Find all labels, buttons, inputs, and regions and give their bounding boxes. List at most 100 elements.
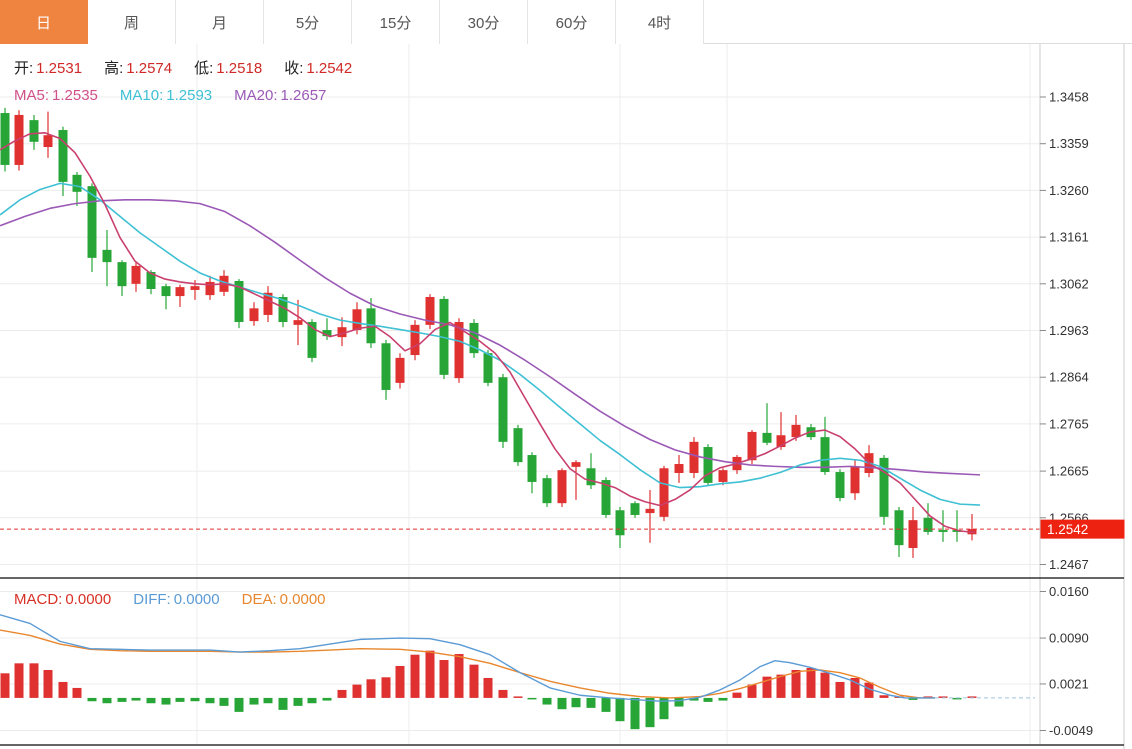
candle-body: [747, 431, 757, 461]
candle-body: [498, 377, 508, 442]
y-axis-label: 0.0160: [1049, 584, 1089, 599]
tab-30分[interactable]: 30分: [440, 0, 528, 44]
price-tag-value: 1.2542: [1047, 522, 1088, 537]
macd-bar: [645, 697, 655, 728]
macd-bar: [513, 696, 523, 698]
candle-body: [263, 292, 273, 315]
candle-body: [175, 287, 185, 297]
candle-body: [43, 135, 53, 148]
macd-bar: [967, 696, 977, 698]
candle-body: [938, 530, 948, 532]
tab-5分[interactable]: 5分: [264, 0, 352, 44]
y-axis-label: 1.2963: [1049, 323, 1089, 338]
candle-body: [689, 441, 699, 473]
candle-body: [234, 280, 244, 323]
candle-body: [249, 308, 259, 322]
candle-body: [58, 130, 68, 182]
macd-bar: [615, 697, 625, 722]
macd-bar: [879, 695, 889, 698]
candle-body: [776, 435, 786, 448]
grid: [0, 44, 1040, 745]
diff-line: [0, 614, 935, 702]
macd-bar: [293, 697, 303, 706]
candle-body: [205, 281, 215, 296]
macd-bar: [952, 697, 962, 700]
macd-legend: MACD: 0.0000 DIFF: 0.0000 DEA: 0.0000: [14, 591, 326, 608]
ma-legend: MA5: 1.2535 MA10: 1.2593 MA20: 1.2657: [14, 87, 326, 104]
macd-bar: [850, 677, 860, 698]
macd-bar: [747, 684, 757, 698]
macd-bar: [820, 672, 830, 698]
candle-body: [557, 470, 567, 504]
candle-body: [835, 472, 845, 498]
tab-4时[interactable]: 4时: [616, 0, 704, 44]
macd-bar: [146, 697, 156, 704]
macd-bar: [410, 654, 420, 698]
macd-bar: [732, 692, 742, 698]
candle-body: [879, 457, 889, 517]
candle-body: [293, 320, 303, 325]
macd-bar: [439, 660, 449, 698]
candle-body: [102, 249, 112, 263]
macd-bar: [249, 697, 259, 705]
candle-body: [542, 478, 552, 504]
candle-body: [513, 428, 523, 463]
candle-body: [586, 468, 596, 486]
candle-body: [0, 113, 10, 165]
macd-bar: [762, 676, 772, 698]
main-y-axis: 1.3458 1.3359 1.3260 1.3161 1.3062 1.2963 1.28…: [1040, 90, 1089, 572]
candle-body: [381, 343, 391, 390]
tab-月[interactable]: 月: [176, 0, 264, 44]
candle-body: [352, 309, 362, 331]
tab-周[interactable]: 周: [88, 0, 176, 44]
macd-bar: [72, 687, 82, 698]
candle-body: [571, 462, 581, 467]
macd-bar: [469, 664, 479, 698]
candle-body: [190, 286, 200, 290]
candle-body: [527, 455, 537, 482]
dea-line: [0, 629, 935, 699]
macd-bar: [776, 674, 786, 698]
candle-body: [278, 297, 288, 323]
candle-body: [645, 508, 655, 514]
candle-body: [146, 272, 156, 290]
candle-body: [161, 286, 171, 297]
candle-body: [29, 120, 39, 142]
macd-bar: [14, 663, 24, 698]
macd-bar: [175, 697, 185, 702]
macd-bar: [806, 667, 816, 698]
macd-bar: [542, 697, 552, 705]
macd-bar: [366, 679, 376, 698]
macd-histogram: [0, 650, 977, 730]
macd-bar: [454, 654, 464, 698]
macd-bar: [352, 684, 362, 698]
macd-bar: [58, 681, 68, 698]
tab-60分[interactable]: 60分: [528, 0, 616, 44]
macd-bar: [219, 697, 229, 706]
candle-body: [718, 470, 728, 482]
macd-bar: [689, 697, 699, 701]
y-axis-label: 0.0021: [1049, 676, 1089, 691]
candle-body: [674, 464, 684, 473]
y-axis-label: 1.3260: [1049, 183, 1089, 198]
tab-15分[interactable]: 15分: [352, 0, 440, 44]
macd-bar: [527, 697, 537, 700]
ma10-line: [0, 182, 981, 506]
y-axis-label: 1.2467: [1049, 557, 1089, 572]
candle-body: [630, 503, 640, 515]
macd-bar: [43, 669, 53, 698]
candle-body: [850, 466, 860, 494]
candle-body: [952, 530, 962, 532]
macd-bar: [659, 697, 669, 720]
macd-bar: [395, 665, 405, 698]
macd-bar: [630, 697, 640, 730]
y-axis-label: 0.0090: [1049, 631, 1089, 646]
candle-body: [703, 447, 713, 483]
tab-日[interactable]: 日: [0, 0, 88, 44]
macd-bar: [278, 697, 288, 710]
macd-bar: [718, 697, 728, 701]
candle-body: [425, 297, 435, 325]
ma20-line: [0, 199, 981, 476]
